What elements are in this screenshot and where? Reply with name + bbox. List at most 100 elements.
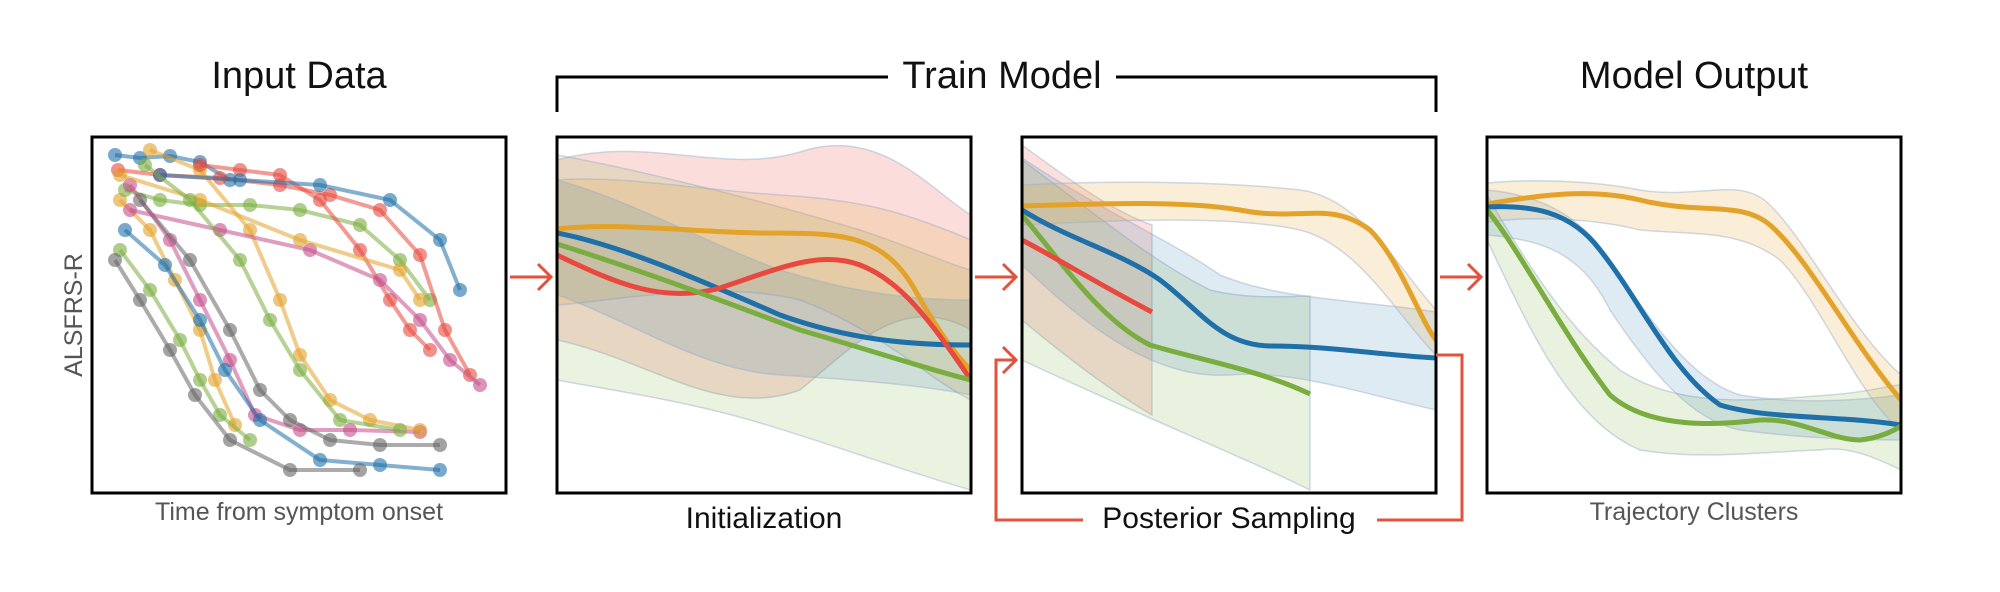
input-trajectory-point	[243, 223, 257, 237]
arrow-init-to-posterior	[975, 262, 1019, 292]
input-trajectory-point	[113, 168, 127, 182]
initialization-blue-mean	[557, 230, 971, 348]
input-trajectory-point	[233, 163, 247, 177]
input-trajectory-point	[143, 283, 157, 297]
input-trajectory-point	[313, 453, 327, 467]
input-trajectory-line	[159, 173, 462, 291]
input-trajectory-point	[208, 373, 222, 387]
input-trajectory-point	[223, 323, 237, 337]
arrow-input-to-init	[510, 262, 554, 292]
input-data-panel-content	[108, 143, 487, 477]
input-trajectory-point	[433, 463, 447, 477]
input-trajectory-point	[193, 313, 207, 327]
input-trajectory-point	[373, 273, 387, 287]
input-trajectory-point	[403, 323, 417, 337]
input-trajectory-point	[143, 223, 157, 237]
input-data-panel-frame	[90, 135, 508, 495]
input-trajectory-point	[193, 293, 207, 307]
input-trajectory-point	[383, 193, 397, 207]
input-trajectory-point	[353, 243, 367, 257]
input-trajectory-point	[253, 413, 267, 427]
input-trajectory-point	[213, 408, 227, 422]
input-trajectory-point	[443, 353, 457, 367]
posterior-red-band	[1022, 144, 1153, 417]
input-trajectory-point	[193, 193, 207, 207]
input-data-title: Input Data	[211, 55, 387, 97]
input-trajectory-point	[343, 423, 357, 437]
posterior-green-band	[1022, 159, 1311, 492]
input-trajectory-point	[138, 158, 152, 172]
initialization-red-mean	[557, 252, 971, 382]
posterior-sampling-label: Posterior Sampling	[1102, 502, 1355, 535]
output-blue-mean	[1487, 204, 1901, 428]
initialization-panel-content	[557, 145, 971, 491]
posterior-blue-mean	[1022, 207, 1436, 361]
input-trajectory-point	[433, 438, 447, 452]
initialization-green-mean	[557, 241, 971, 383]
input-trajectory-point	[453, 283, 467, 297]
input-trajectory-point	[293, 203, 307, 217]
input-trajectory-point	[153, 193, 167, 207]
input-trajectory-point	[243, 198, 257, 212]
input-trajectory-point	[438, 323, 452, 337]
train-model-title: Train Model	[902, 55, 1101, 97]
input-trajectory-point	[413, 313, 427, 327]
input-trajectory-point	[123, 203, 137, 217]
input-trajectory-point	[473, 378, 487, 392]
input-trajectory-point	[293, 233, 307, 247]
input-trajectory-point	[313, 178, 327, 192]
trajectory-clusters-label: Trajectory Clusters	[1590, 498, 1799, 526]
input-trajectory-point	[273, 293, 287, 307]
output-panel-frame	[1485, 135, 1903, 495]
input-trajectory-point	[383, 293, 397, 307]
input-trajectory-point	[413, 423, 427, 437]
input-trajectory-point	[218, 363, 232, 377]
input-trajectory-line	[118, 198, 237, 426]
input-trajectory-point	[353, 218, 367, 232]
output-orange-mean	[1487, 191, 1901, 402]
input-trajectory-point	[133, 293, 147, 307]
input-trajectory-point	[118, 223, 132, 237]
flow-arrows	[510, 262, 1484, 522]
input-trajectory-point	[193, 373, 207, 387]
input-trajectory-point	[163, 233, 177, 247]
input-trajectory-point	[123, 178, 137, 192]
input-trajectory-point	[243, 433, 257, 447]
input-trajectory-point	[143, 143, 157, 157]
input-trajectory-point	[233, 173, 247, 187]
input-trajectory-point	[223, 433, 237, 447]
posterior-red-mean	[1022, 237, 1154, 315]
initialization-label: Initialization	[686, 502, 843, 535]
input-trajectory-point	[293, 348, 307, 362]
input-trajectory-point	[108, 253, 122, 267]
input-trajectory-point	[413, 293, 427, 307]
input-trajectory-point	[108, 148, 122, 162]
input-trajectory-point	[233, 253, 247, 267]
output-orange-band	[1487, 180, 1901, 431]
input-trajectory-point	[333, 413, 347, 427]
input-trajectory-point	[393, 253, 407, 267]
input-trajectory-point	[273, 168, 287, 182]
y-axis-label: ALSFRS-R	[60, 253, 88, 377]
initialization-orange-mean	[557, 224, 971, 372]
input-trajectory-point	[303, 243, 317, 257]
posterior-panel-frame	[1020, 135, 1438, 495]
x-axis-label: Time from symptom onset	[155, 498, 443, 526]
posterior-panel-content	[1022, 144, 1436, 492]
input-trajectory-point	[188, 388, 202, 402]
input-trajectory-point	[313, 193, 327, 207]
input-trajectory-point	[283, 413, 297, 427]
input-trajectory-point	[183, 253, 197, 267]
input-trajectory-point	[433, 233, 447, 247]
input-trajectory-point	[263, 313, 277, 327]
output-green-mean	[1487, 208, 1901, 443]
input-trajectory-point	[293, 363, 307, 377]
input-trajectory-point	[413, 248, 427, 262]
input-trajectory-point	[393, 423, 407, 437]
input-trajectory-point	[163, 343, 177, 357]
model-output-title: Model Output	[1580, 55, 1809, 97]
input-trajectory-line	[123, 228, 441, 472]
posterior-orange-mean	[1022, 201, 1436, 342]
input-trajectory-point	[183, 193, 197, 207]
